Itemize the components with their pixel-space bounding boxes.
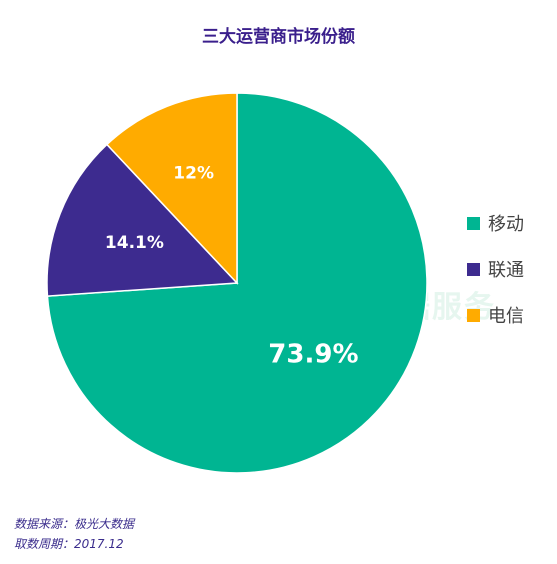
legend: 移动 联通 电信 (467, 211, 524, 349)
legend-item-yidong: 移动 (467, 211, 524, 235)
legend-label-yidong: 移动 (488, 214, 524, 235)
data-period-note: 取数周期：2017.12 (14, 537, 124, 551)
legend-swatch-liantong (467, 262, 480, 276)
pie-label-dianxin: 12% (173, 163, 214, 183)
legend-swatch-yidong (467, 216, 480, 230)
footer: 数据来源：极光大数据 取数周期：2017.12 (14, 514, 134, 554)
legend-item-dianxin: 电信 (467, 303, 524, 327)
legend-label-dianxin: 电信 (488, 306, 524, 327)
legend-label-liantong: 联通 (488, 260, 524, 281)
data-source-note: 数据来源：极光大数据 (14, 517, 135, 531)
pie-label-yidong: 73.9% (268, 339, 358, 369)
legend-item-liantong: 联通 (467, 257, 524, 281)
legend-swatch-dianxin (467, 308, 480, 322)
chart-title: 三大运营商市场份额 (202, 27, 355, 47)
pie-slice-liantong (46, 143, 239, 297)
pie-label-liantong: 14.1% (105, 233, 164, 253)
pie-slice-dianxin (105, 92, 238, 285)
